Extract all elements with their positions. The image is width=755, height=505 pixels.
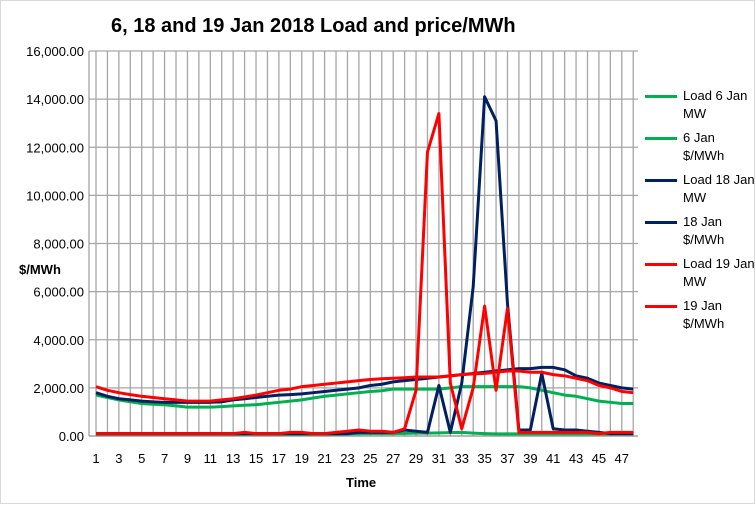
x-tick-label: 35 (477, 451, 491, 466)
legend-swatch (645, 263, 677, 266)
legend-item: Load 6 Jan MW (645, 87, 755, 129)
x-tick-label: 17 (272, 451, 286, 466)
y-tick-label: 2,000.00 (33, 381, 84, 396)
legend-item: Load 19 Jan MW (645, 255, 755, 297)
x-tick-label: 5 (138, 451, 145, 466)
y-tick-label: 12,000.00 (26, 140, 84, 155)
legend-label: Load 18 Jan MW (683, 172, 755, 205)
series-line-0 (95, 385, 634, 409)
legend-swatch (645, 305, 677, 308)
x-tick-label: 31 (432, 451, 446, 466)
x-tick-label: 1 (92, 451, 99, 466)
x-tick-label: 7 (161, 451, 168, 466)
legend-item: Load 18 Jan MW (645, 171, 755, 213)
x-tick-label: 3 (115, 451, 122, 466)
series-line-4 (95, 369, 634, 403)
x-tick-label: 33 (455, 451, 469, 466)
x-tick-label: 27 (386, 451, 400, 466)
y-tick-label: 0.00 (59, 429, 84, 444)
legend-item: 18 Jan $/MWh (645, 213, 755, 255)
y-tick-label: 8,000.00 (33, 237, 84, 252)
legend: Load 6 Jan MW 6 Jan $/MWh Load 18 Jan MW 18… (645, 87, 755, 339)
x-tick-label: 39 (523, 451, 537, 466)
x-tick-label: 23 (340, 451, 354, 466)
x-tick-label: 13 (226, 451, 240, 466)
y-tick-label: 10,000.00 (26, 188, 84, 203)
y-tick-label: 16,000.00 (26, 44, 84, 59)
x-tick-label: 47 (615, 451, 629, 466)
legend-swatch (645, 179, 677, 182)
x-axis-label: Time (346, 475, 377, 490)
legend-label: 19 Jan $/MWh (683, 298, 725, 331)
x-tick-label: 11 (204, 451, 218, 466)
chart-title: 6, 18 and 19 Jan 2018 Load and price/MWh (111, 15, 516, 37)
x-tick-label: 41 (546, 451, 560, 466)
x-tick-label: 45 (592, 451, 606, 466)
legend-item: 6 Jan $/MWh (645, 129, 755, 171)
legend-swatch (645, 221, 677, 224)
x-tick-label: 9 (184, 451, 191, 466)
y-tick-label: 6,000.00 (33, 285, 84, 300)
y-tick-label: 4,000.00 (33, 333, 84, 348)
y-axis-label: $/MWh (19, 262, 61, 277)
legend-label: 6 Jan $/MWh (683, 130, 725, 163)
x-tick-label: 37 (500, 451, 514, 466)
x-tick-label: 43 (569, 451, 583, 466)
legend-label: Load 19 Jan MW (683, 256, 755, 289)
legend-label: Load 6 Jan MW (683, 88, 748, 121)
legend-swatch (645, 137, 677, 140)
x-tick-label: 29 (409, 451, 423, 466)
x-tick-label: 19 (295, 451, 309, 466)
x-tick-label: 25 (363, 451, 377, 466)
x-tick-label: 21 (317, 451, 331, 466)
legend-item: 19 Jan $/MWh (645, 297, 755, 339)
legend-swatch (645, 95, 677, 98)
series-line-5 (96, 112, 634, 436)
x-tick-label: 15 (249, 451, 263, 466)
legend-label: 18 Jan $/MWh (683, 214, 725, 247)
y-tick-label: 14,000.00 (26, 92, 84, 107)
